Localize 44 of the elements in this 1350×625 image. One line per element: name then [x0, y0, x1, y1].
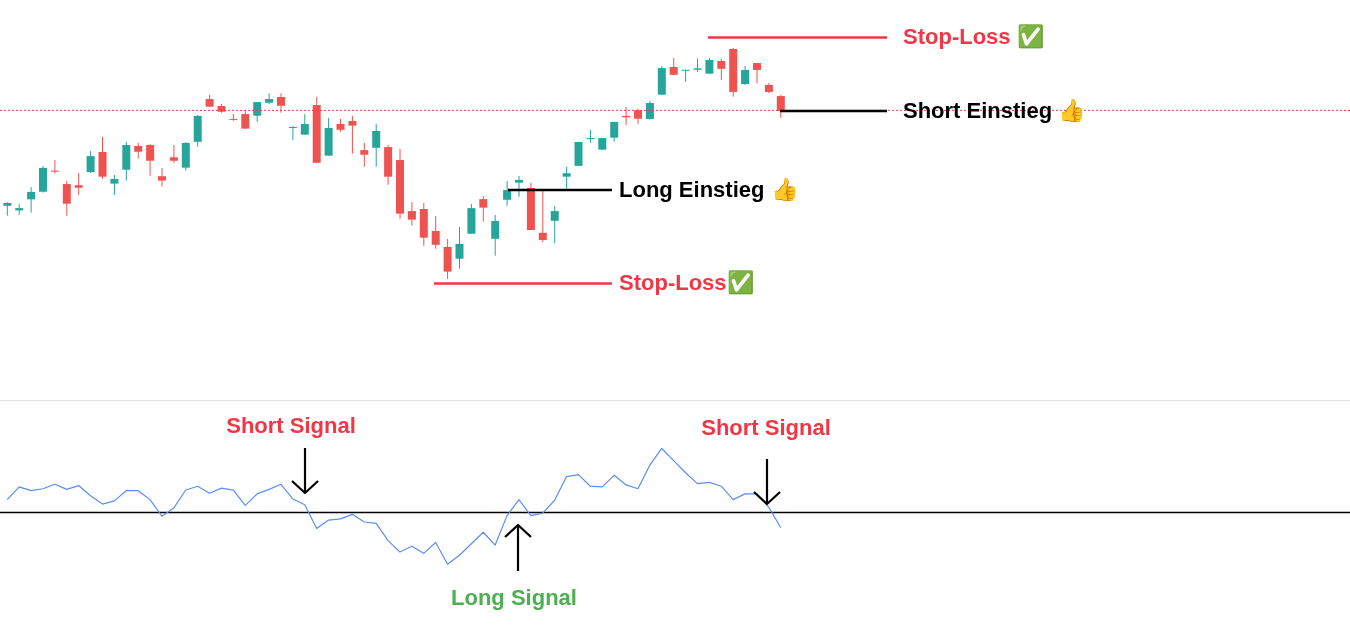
- candlestick: [550, 205, 559, 244]
- candlestick: [431, 215, 440, 250]
- candlestick: [27, 186, 36, 214]
- candlestick: [538, 189, 547, 243]
- candlestick: [169, 144, 178, 164]
- candlestick: [503, 180, 512, 207]
- text: Short Signal: [226, 413, 356, 439]
- candlestick: [753, 62, 762, 84]
- candlestick: [50, 159, 59, 175]
- candlestick: [717, 58, 726, 81]
- ref-line-label: Stop-Loss✅: [619, 270, 754, 297]
- candlestick: [455, 226, 464, 270]
- candlestick: [693, 57, 702, 73]
- candlestick: [74, 172, 83, 196]
- candlestick: [491, 214, 500, 257]
- text: Long Signal: [451, 585, 577, 611]
- candlestick: [574, 141, 583, 167]
- candlestick: [265, 92, 274, 105]
- candlestick: [645, 100, 654, 121]
- candlestick: [39, 165, 48, 194]
- candlestick: [241, 110, 250, 130]
- candlestick: [360, 142, 369, 168]
- candlestick: [776, 94, 785, 119]
- candlestick: [562, 166, 571, 190]
- candlestick: [348, 115, 357, 155]
- candlestick: [741, 65, 750, 86]
- candlestick: [62, 180, 71, 217]
- candlestick: [681, 69, 690, 83]
- ref-line-label: Stop-Loss ✅: [903, 24, 1044, 51]
- candlestick: [158, 167, 167, 188]
- candlestick: [86, 150, 95, 174]
- candlestick: [110, 174, 119, 196]
- candlestick: [372, 123, 381, 168]
- text: Short Signal: [701, 415, 831, 441]
- candlestick: [586, 129, 595, 144]
- ref-line-label: Short Einstieg 👍: [903, 98, 1086, 125]
- candlestick: [288, 125, 297, 141]
- candlestick: [146, 143, 155, 177]
- candlestick: [515, 175, 524, 198]
- candlestick: [479, 195, 488, 223]
- candlestick: [407, 201, 416, 227]
- candlestick: [300, 113, 309, 136]
- candlestick: [277, 92, 286, 114]
- ref-line-label: Long Einstieg 👍: [619, 177, 798, 204]
